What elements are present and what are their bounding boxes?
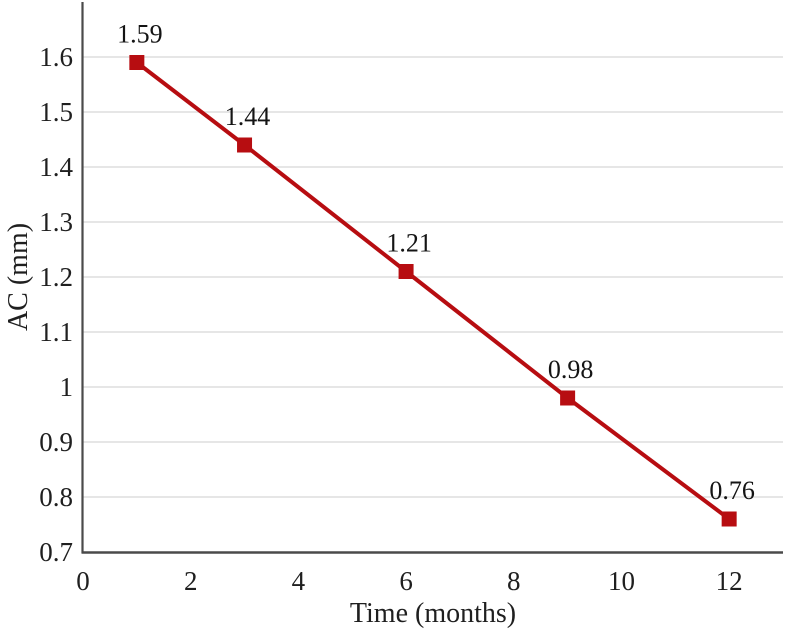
- y-tick-label: 1.2: [39, 262, 73, 292]
- x-tick-label: 12: [716, 566, 743, 596]
- data-point-marker: [721, 511, 737, 527]
- data-point-marker: [237, 137, 253, 153]
- data-point-label: 1.59: [117, 20, 163, 49]
- y-tick-label: 1: [60, 372, 74, 402]
- data-point-label: 1.44: [225, 102, 271, 131]
- y-tick-label: 1.6: [39, 42, 73, 72]
- y-tick-label: 1.5: [39, 97, 73, 127]
- x-tick-label: 8: [507, 566, 521, 596]
- y-tick-label: 0.7: [39, 537, 73, 567]
- y-tick-label: 1.1: [39, 317, 73, 347]
- data-series: [129, 55, 737, 527]
- x-tick-label: 4: [292, 566, 306, 596]
- axes: [81, 2, 783, 554]
- data-point-label: 0.98: [548, 355, 594, 384]
- data-point-labels: 1.59 1.44 1.21 0.98 0.76: [117, 20, 755, 506]
- y-tick-label: 0.9: [39, 427, 73, 457]
- y-tick-label: 1.4: [39, 152, 73, 182]
- y-tick-label: 0.8: [39, 482, 73, 512]
- data-point-label: 0.76: [709, 476, 755, 505]
- data-point-marker: [398, 264, 414, 279]
- y-axis-title: AC (mm): [3, 223, 34, 331]
- x-tick-label: 2: [184, 566, 198, 596]
- gridlines: [83, 56, 783, 498]
- x-tick-label: 0: [76, 566, 90, 596]
- y-axis-tick-labels: 0.7 0.8 0.9 1 1.1 1.2 1.3 1.4 1.5 1.6: [39, 42, 73, 567]
- x-tick-label: 10: [608, 566, 635, 596]
- x-axis-title: Time (months): [350, 598, 516, 629]
- x-axis-tick-labels: 0 2 4 6 8 10 12: [76, 566, 742, 596]
- x-tick-label: 6: [399, 566, 413, 596]
- data-point-label: 1.21: [386, 229, 432, 258]
- data-point-marker: [560, 390, 576, 406]
- y-tick-label: 1.3: [39, 207, 73, 237]
- data-point-marker: [129, 55, 145, 70]
